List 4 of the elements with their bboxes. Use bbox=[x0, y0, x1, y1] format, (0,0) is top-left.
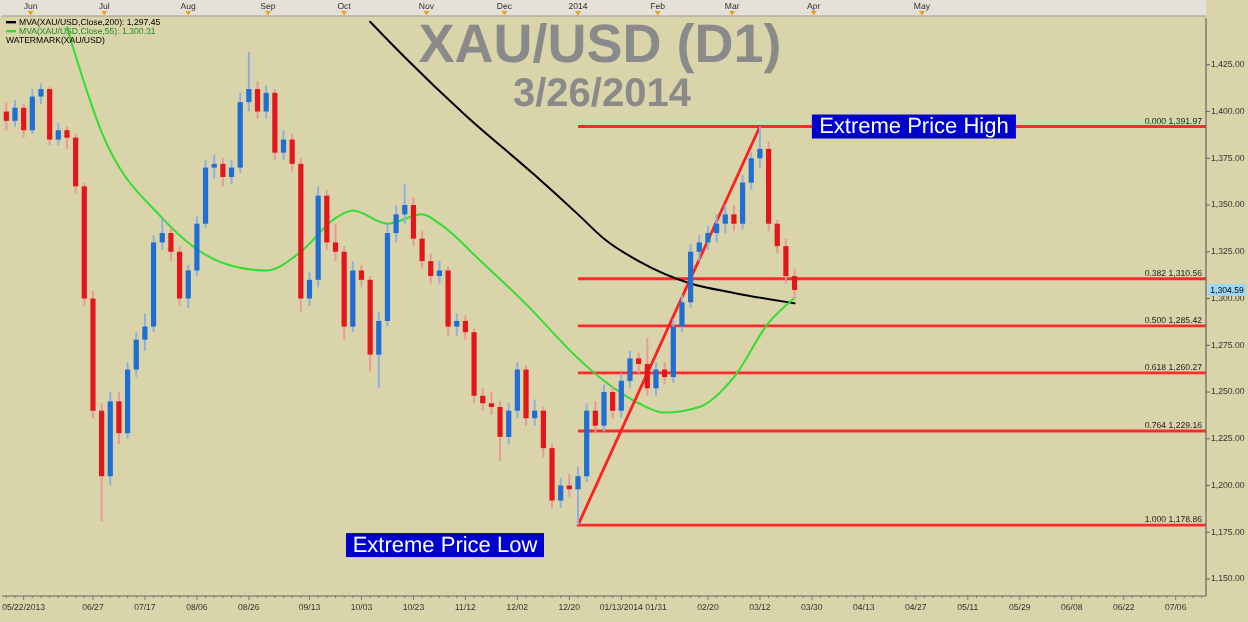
annotation: Extreme Price High bbox=[819, 115, 1009, 140]
chart-title: XAU/USD (D1) bbox=[418, 14, 782, 74]
annotation: Extreme Price Low bbox=[352, 533, 538, 558]
text: 3/26/2014 bbox=[513, 72, 693, 116]
